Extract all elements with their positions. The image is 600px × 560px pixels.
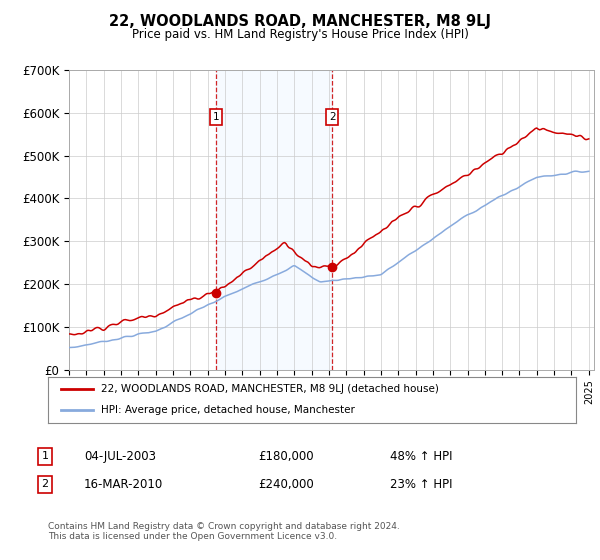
Text: HPI: Average price, detached house, Manchester: HPI: Average price, detached house, Manc… (101, 405, 355, 416)
Text: 1: 1 (213, 112, 220, 122)
Text: Contains HM Land Registry data © Crown copyright and database right 2024.
This d: Contains HM Land Registry data © Crown c… (48, 522, 400, 542)
Text: 2: 2 (329, 112, 335, 122)
Text: 22, WOODLANDS ROAD, MANCHESTER, M8 9LJ (detached house): 22, WOODLANDS ROAD, MANCHESTER, M8 9LJ (… (101, 384, 439, 394)
Text: Price paid vs. HM Land Registry's House Price Index (HPI): Price paid vs. HM Land Registry's House … (131, 28, 469, 41)
Text: 16-MAR-2010: 16-MAR-2010 (84, 478, 163, 491)
Text: 22, WOODLANDS ROAD, MANCHESTER, M8 9LJ: 22, WOODLANDS ROAD, MANCHESTER, M8 9LJ (109, 14, 491, 29)
Text: 04-JUL-2003: 04-JUL-2003 (84, 450, 156, 463)
Text: 48% ↑ HPI: 48% ↑ HPI (390, 450, 452, 463)
Bar (216, 70, 332, 370)
Text: 23% ↑ HPI: 23% ↑ HPI (390, 478, 452, 491)
Text: 1: 1 (41, 451, 49, 461)
Text: 2: 2 (41, 479, 49, 489)
Text: £240,000: £240,000 (258, 478, 314, 491)
Text: £180,000: £180,000 (258, 450, 314, 463)
